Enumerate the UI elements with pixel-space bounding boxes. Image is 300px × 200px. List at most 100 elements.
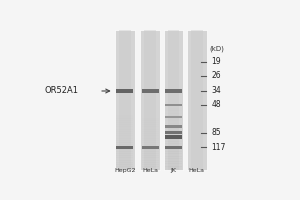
- Bar: [165, 148, 182, 152]
- Bar: [142, 157, 159, 161]
- Bar: [165, 161, 182, 164]
- Bar: [165, 125, 182, 128]
- Bar: [165, 135, 182, 139]
- Bar: [165, 104, 182, 106]
- Bar: [165, 113, 182, 116]
- Bar: [142, 140, 159, 143]
- Bar: [142, 138, 159, 141]
- Bar: [165, 166, 182, 170]
- Bar: [191, 30, 203, 170]
- Bar: [142, 166, 159, 170]
- Bar: [165, 131, 182, 134]
- Bar: [116, 126, 133, 130]
- Bar: [116, 89, 134, 93]
- Bar: [165, 133, 182, 137]
- Bar: [142, 151, 159, 154]
- Bar: [142, 115, 159, 119]
- Bar: [165, 146, 182, 149]
- Bar: [116, 151, 133, 154]
- Bar: [116, 135, 133, 139]
- Bar: [142, 146, 159, 150]
- Bar: [142, 153, 159, 156]
- Bar: [116, 153, 133, 156]
- Bar: [116, 160, 133, 163]
- Bar: [116, 144, 133, 147]
- Bar: [165, 135, 182, 139]
- Text: HeLa: HeLa: [142, 168, 158, 173]
- Bar: [142, 149, 159, 152]
- Bar: [165, 141, 182, 144]
- Text: 117: 117: [212, 143, 226, 152]
- Bar: [116, 162, 133, 165]
- Bar: [116, 149, 133, 152]
- Bar: [142, 126, 159, 130]
- Bar: [165, 153, 182, 157]
- Bar: [165, 156, 182, 159]
- Bar: [116, 124, 133, 127]
- Bar: [116, 133, 133, 136]
- Bar: [142, 122, 159, 125]
- Bar: [168, 30, 179, 170]
- Bar: [165, 116, 182, 118]
- Bar: [165, 130, 182, 134]
- Bar: [142, 131, 159, 134]
- Bar: [142, 135, 159, 139]
- Bar: [165, 105, 182, 109]
- Bar: [165, 128, 182, 132]
- Bar: [165, 123, 182, 126]
- Bar: [144, 30, 156, 170]
- Bar: [116, 166, 133, 170]
- Bar: [187, 30, 207, 170]
- Bar: [116, 129, 133, 132]
- Text: 19: 19: [212, 57, 221, 66]
- Text: 85: 85: [212, 128, 221, 137]
- Text: JK: JK: [170, 168, 176, 173]
- Bar: [165, 115, 182, 119]
- Bar: [165, 158, 182, 162]
- Bar: [116, 155, 133, 158]
- Bar: [116, 113, 133, 116]
- Bar: [142, 113, 159, 116]
- Bar: [165, 143, 182, 147]
- Bar: [142, 89, 159, 93]
- Text: 34: 34: [212, 86, 221, 95]
- Bar: [116, 146, 134, 149]
- Bar: [165, 146, 182, 149]
- Bar: [116, 146, 133, 150]
- Bar: [142, 146, 159, 149]
- Text: HeLa: HeLa: [189, 168, 205, 173]
- Bar: [164, 30, 183, 170]
- Bar: [165, 138, 182, 142]
- Bar: [165, 120, 182, 124]
- Bar: [115, 30, 135, 170]
- Bar: [142, 155, 159, 158]
- Bar: [116, 120, 133, 123]
- Bar: [119, 30, 130, 170]
- Bar: [116, 131, 133, 134]
- Bar: [116, 122, 133, 125]
- Bar: [165, 151, 182, 154]
- Text: 26: 26: [212, 71, 221, 80]
- Bar: [142, 142, 159, 145]
- Bar: [116, 138, 133, 141]
- Bar: [142, 133, 159, 136]
- Bar: [116, 157, 133, 161]
- Text: OR52A1: OR52A1: [44, 86, 79, 95]
- Bar: [142, 118, 159, 121]
- Bar: [142, 124, 159, 127]
- Bar: [142, 120, 159, 123]
- Text: (kD): (kD): [209, 45, 224, 52]
- Bar: [140, 30, 160, 170]
- Bar: [165, 118, 182, 121]
- Bar: [142, 129, 159, 132]
- Bar: [116, 142, 133, 145]
- Text: 48: 48: [212, 100, 221, 109]
- Bar: [142, 164, 159, 167]
- Bar: [165, 89, 182, 93]
- Bar: [165, 163, 182, 167]
- Text: HepG2: HepG2: [114, 168, 135, 173]
- Bar: [165, 125, 182, 129]
- Bar: [116, 115, 133, 119]
- Bar: [165, 110, 182, 114]
- Bar: [142, 160, 159, 163]
